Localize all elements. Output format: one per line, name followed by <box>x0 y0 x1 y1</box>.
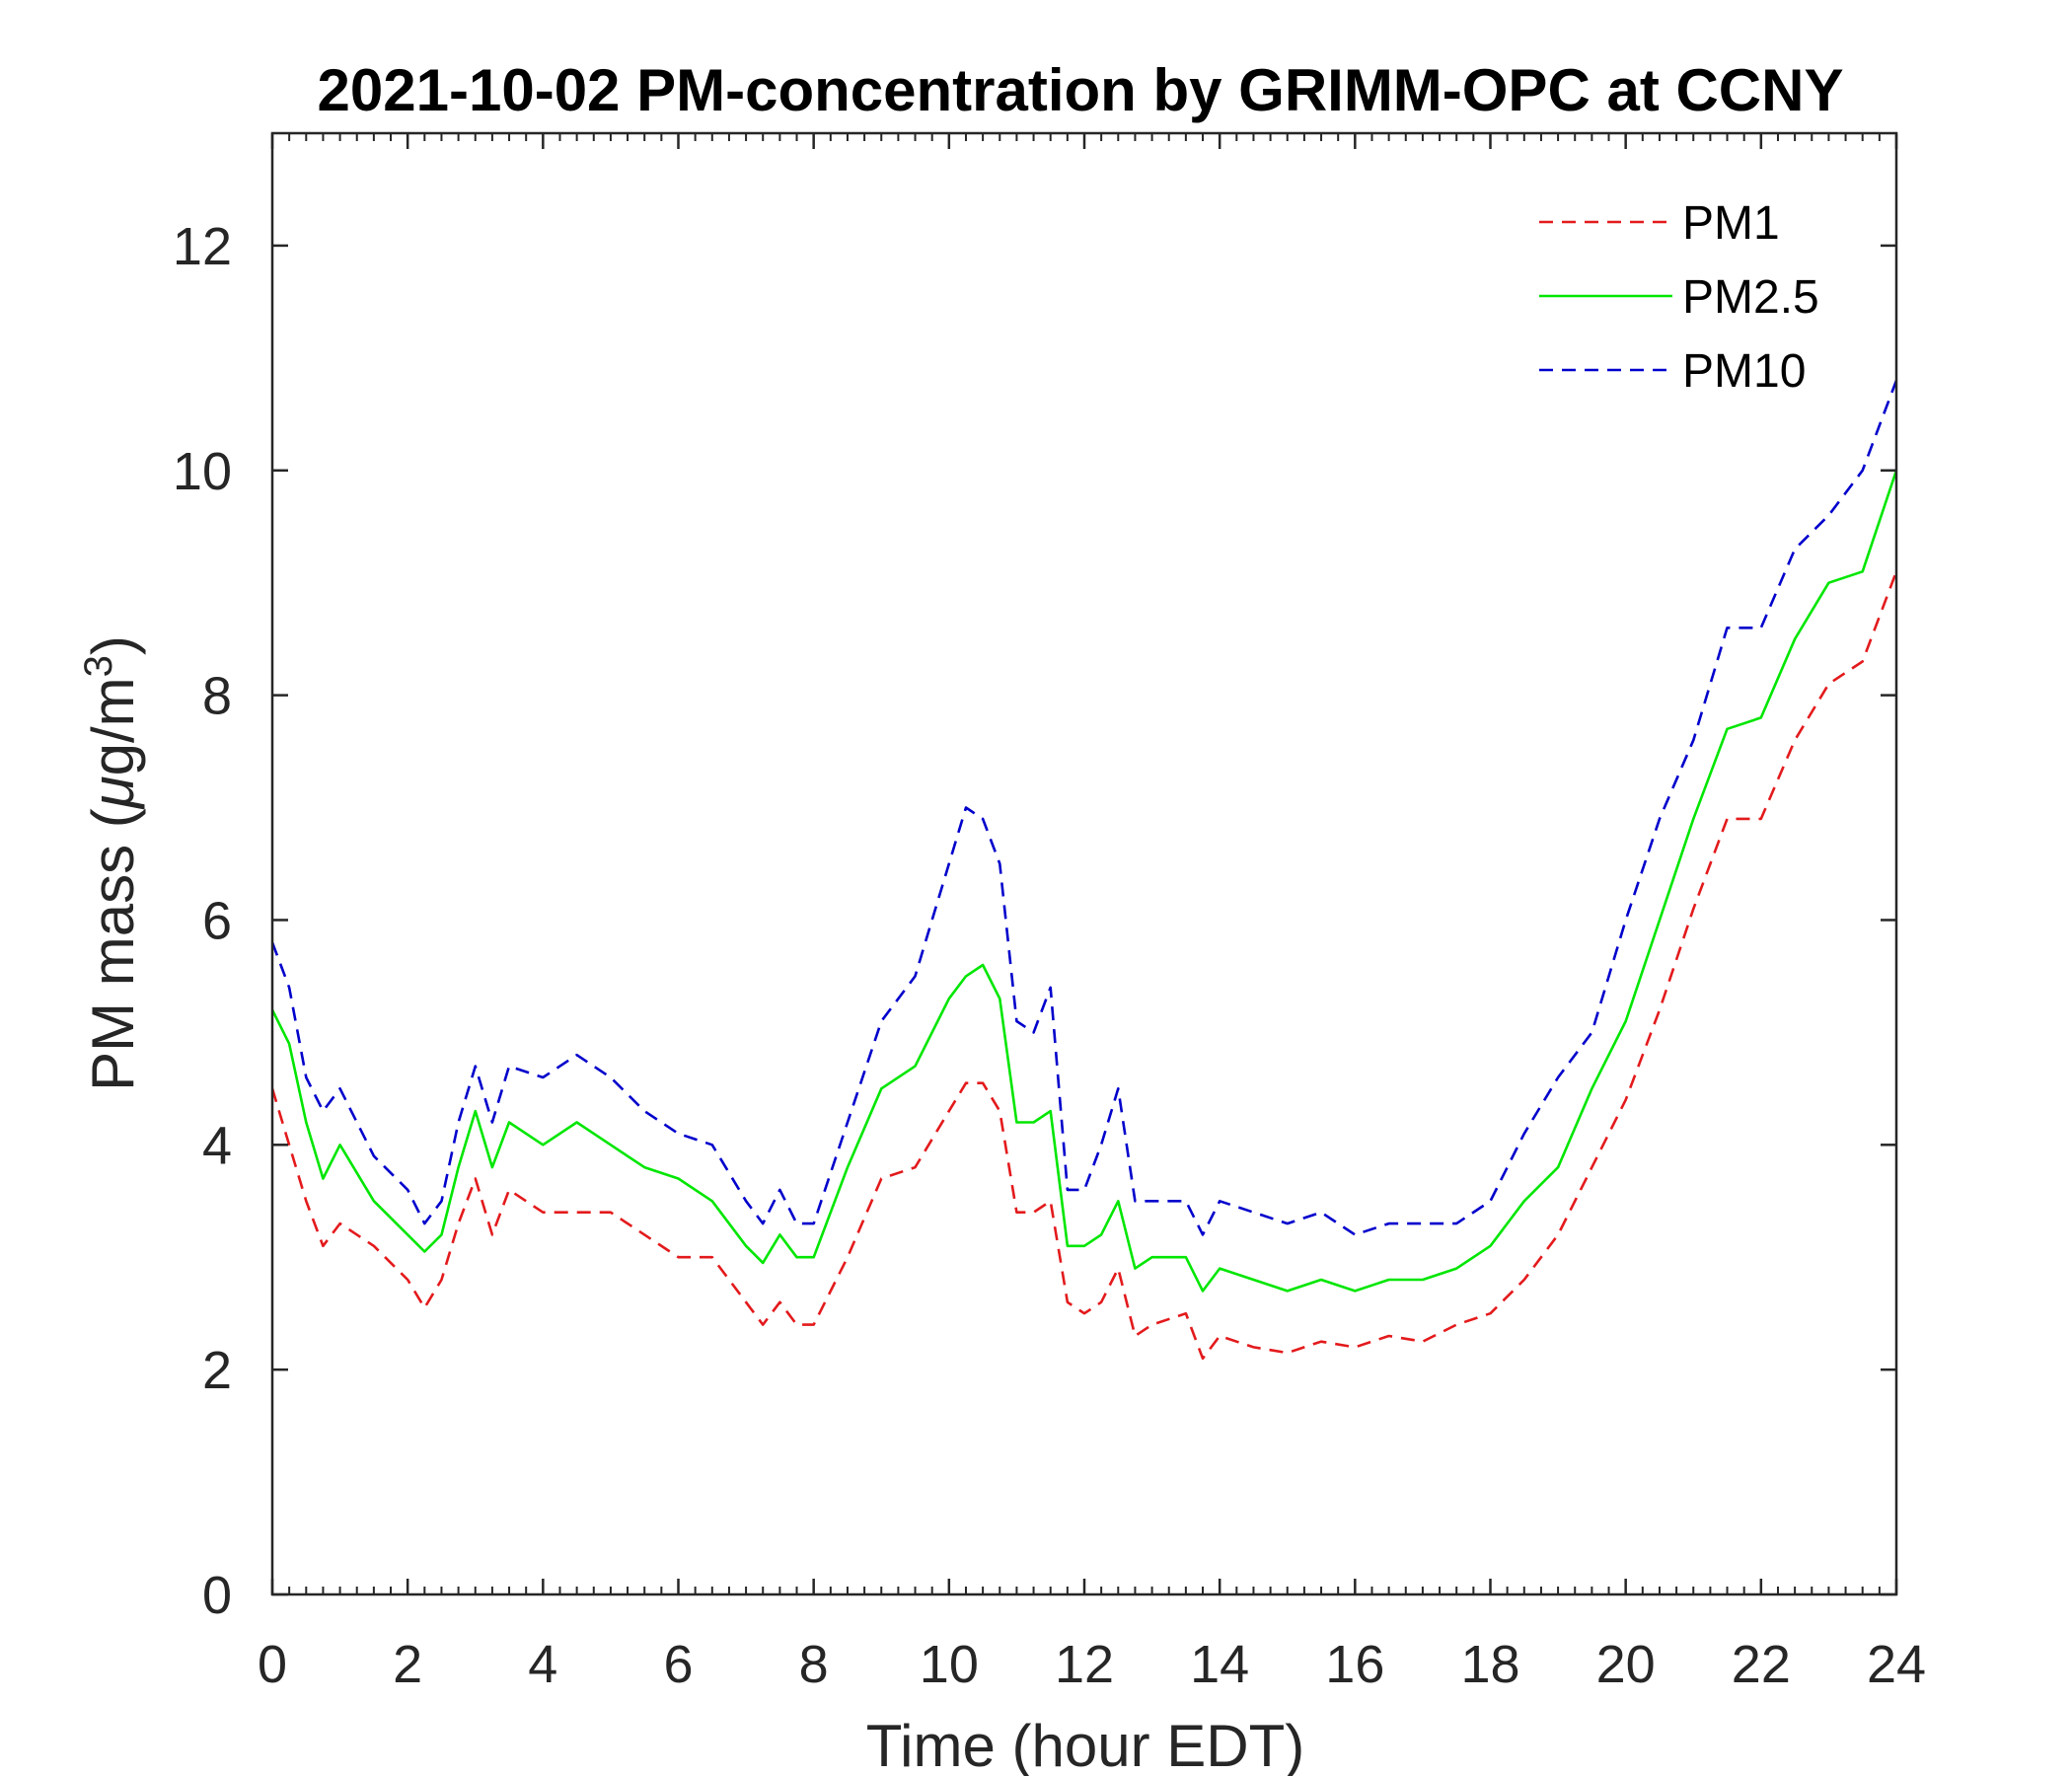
y-tick-labels: 0 2 4 6 8 10 12 <box>173 217 232 1625</box>
x-tick-label: 12 <box>1055 1635 1114 1694</box>
y-axis-title-mu: μ <box>80 776 146 810</box>
x-tick-labels: 0 2 4 6 8 10 12 14 16 18 20 22 24 <box>258 1635 1926 1694</box>
minor-ticks <box>288 133 1881 1594</box>
x-tick-label: 4 <box>528 1635 557 1694</box>
x-tick-label: 24 <box>1867 1635 1926 1694</box>
y-tick-label: 8 <box>202 667 232 726</box>
plot-frame <box>270 131 1898 1596</box>
y-axis-title-sup: 3 <box>77 655 120 677</box>
plot-area <box>272 133 1896 1594</box>
legend-label-pm1: PM1 <box>1682 197 1780 250</box>
y-axis-title-close: ) <box>80 635 146 655</box>
series-line-pm10 <box>270 380 1898 1236</box>
y-tick-label: 10 <box>173 442 232 501</box>
x-tick-label: 0 <box>258 1635 287 1694</box>
chart-title: 2021-10-02 PM-concentration by GRIMM-OPC… <box>318 57 1844 123</box>
y-axis-title-unit: g/m <box>80 677 146 776</box>
x-tick-label: 2 <box>393 1635 422 1694</box>
x-tick-label: 16 <box>1325 1635 1384 1694</box>
legend-label-pm10: PM10 <box>1682 345 1806 398</box>
x-tick-label: 6 <box>663 1635 693 1694</box>
x-tick-label: 20 <box>1596 1635 1656 1694</box>
y-tick-label: 6 <box>202 891 232 950</box>
legend: PM1 PM2.5 PM10 <box>1539 197 1819 398</box>
y-tick-label: 2 <box>202 1341 232 1400</box>
legend-label-pm25: PM2.5 <box>1682 271 1819 324</box>
y-tick-label: 0 <box>202 1566 232 1625</box>
x-tick-label: 14 <box>1190 1635 1249 1694</box>
series-line-pm25 <box>270 470 1898 1293</box>
series-line-pm1 <box>270 570 1898 1361</box>
x-tick-label: 8 <box>799 1635 829 1694</box>
y-axis-title-main: PM mass ( <box>80 808 146 1091</box>
x-axis-title: Time (hour EDT) <box>866 1713 1305 1776</box>
x-tick-label: 22 <box>1732 1635 1791 1694</box>
y-axis-title: PM mass (μg/m3) <box>77 635 146 1091</box>
series-layer <box>270 380 1898 1361</box>
y-tick-label: 12 <box>173 217 232 276</box>
y-tick-label: 4 <box>202 1116 232 1175</box>
x-tick-label: 10 <box>920 1635 979 1694</box>
x-tick-label: 18 <box>1460 1635 1519 1694</box>
